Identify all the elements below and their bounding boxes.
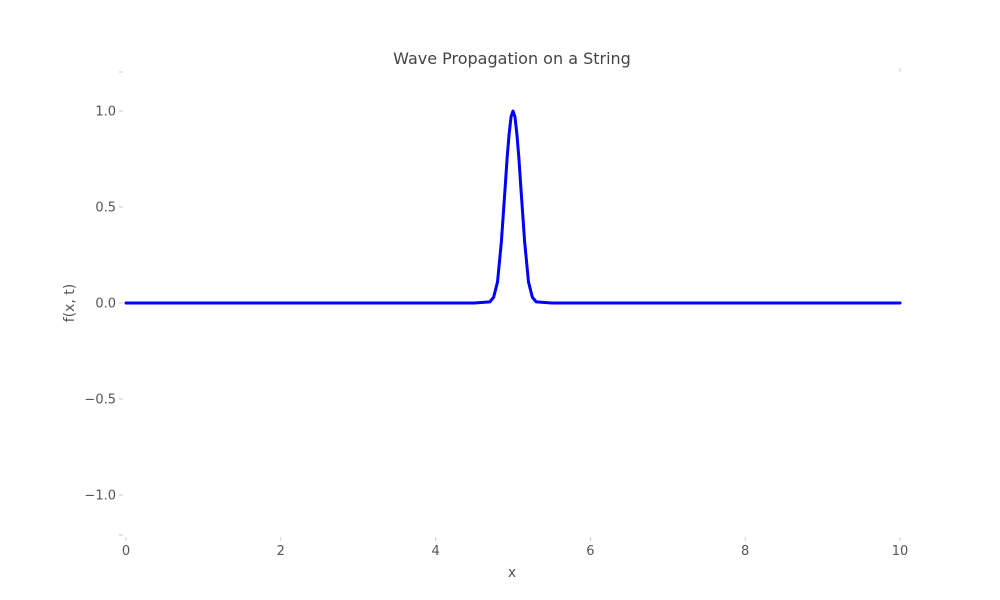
y-tick-label: −0.5	[84, 393, 116, 408]
x-tick-label: 2	[277, 544, 285, 559]
plot-area	[124, 109, 902, 305]
x-axis: 0 2 4 6 8 10	[122, 68, 908, 559]
x-tick-label: 8	[741, 544, 749, 559]
x-axis-label: x	[508, 565, 516, 581]
x-tick-label: 6	[586, 544, 594, 559]
y-tick-label: 0.5	[95, 201, 116, 216]
x-tick-label: 4	[431, 544, 439, 559]
y-tick-label: −1.0	[84, 489, 116, 504]
series-line	[124, 109, 902, 305]
x-tick-label: 0	[122, 544, 130, 559]
chart-title: Wave Propagation on a String	[393, 49, 631, 68]
y-axis: −1.0 −0.5 0.0 0.5 1.0	[84, 71, 123, 536]
y-tick-label: 0.0	[95, 297, 116, 312]
x-tick-label: 10	[892, 544, 909, 559]
y-axis-label: f(x, t)	[62, 284, 78, 323]
y-tick-label: 1.0	[95, 105, 116, 120]
